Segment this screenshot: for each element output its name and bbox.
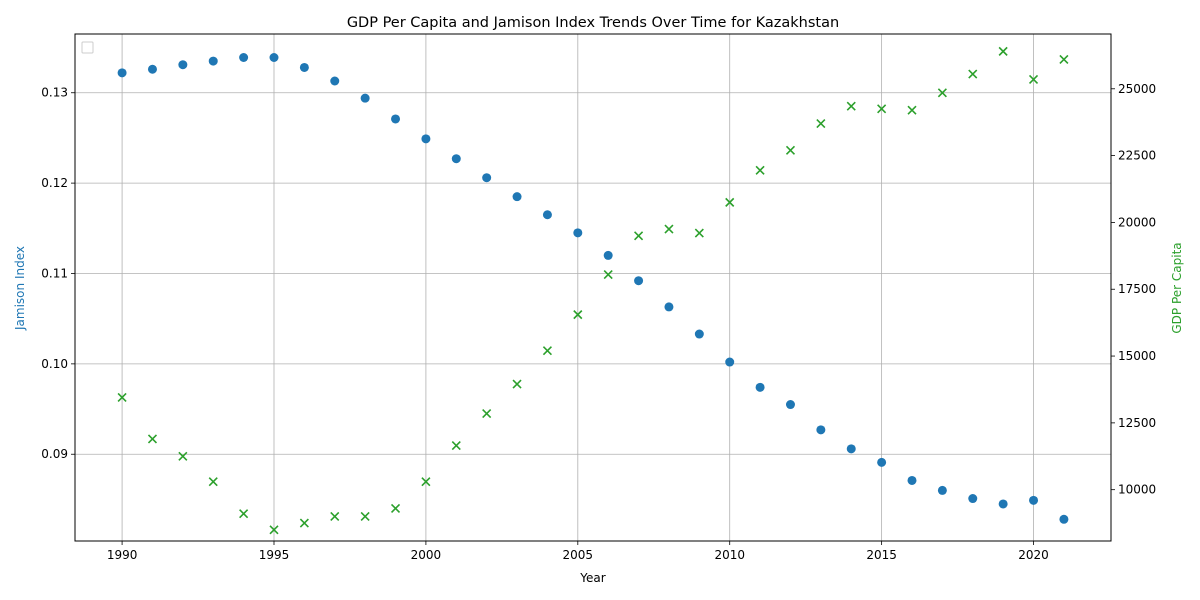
gdp-point (907, 105, 917, 115)
y-left-tick-label: 0.10 (41, 357, 68, 371)
gdp-point (1059, 54, 1069, 64)
gdp-point (117, 392, 127, 403)
gdp-point (269, 525, 279, 535)
jamison-point (755, 382, 765, 392)
y-left-axis-ticks: 0.09 0.10 0.11 0.12 0.13 (41, 86, 75, 461)
jamison-point (117, 68, 127, 78)
jamison-point (785, 400, 795, 410)
gdp-point (725, 197, 735, 207)
x-tick-label: 2010 (714, 548, 745, 562)
x-tick-label: 2015 (866, 548, 897, 562)
gdp-point (299, 518, 309, 528)
jamison-point (147, 64, 157, 74)
gdp-point (755, 165, 765, 175)
gdp-point (846, 101, 856, 111)
y-right-axis-title: GDP Per Capita (1170, 242, 1184, 333)
gdp-point (634, 231, 644, 241)
jamison-point (482, 173, 492, 183)
jamison-point (968, 494, 978, 504)
jamison-series (117, 52, 1069, 524)
plot-frame (74, 33, 1112, 542)
jamison-point (391, 114, 401, 124)
x-axis-title: Year (579, 571, 605, 585)
jamison-point (178, 60, 188, 70)
gdp-point (421, 477, 431, 487)
gdp-point (512, 379, 522, 389)
jamison-point (451, 154, 461, 164)
y-right-axis-ticks: 10000 12500 15000 17500 20000 22500 25000 (1111, 82, 1156, 497)
jamison-point (330, 76, 340, 86)
y-left-tick-label: 0.11 (41, 266, 68, 280)
gdp-point (360, 511, 370, 521)
gdp-point (694, 228, 704, 238)
y-right-tick-label: 25000 (1118, 82, 1156, 96)
jamison-point (208, 56, 218, 66)
jamison-point (603, 250, 613, 260)
y-left-tick-label: 0.12 (41, 176, 68, 190)
jamison-point (573, 228, 583, 238)
x-tick-label: 2020 (1018, 548, 1049, 562)
gdp-point (968, 69, 978, 79)
gdp-point (390, 503, 401, 513)
gdp-point (330, 511, 340, 521)
jamison-point (664, 302, 674, 312)
y-left-axis-title: Jamison Index (13, 246, 27, 331)
chart-title: GDP Per Capita and Jamison Index Trends … (347, 15, 839, 31)
x-tick-label: 1995 (259, 548, 290, 562)
x-tick-label: 1990 (107, 548, 138, 562)
jamison-point (360, 93, 370, 103)
gdp-point (208, 477, 218, 487)
gdp-point (785, 145, 796, 155)
jamison-point (937, 485, 947, 495)
gdp-point (1028, 74, 1039, 85)
gdp-point (239, 509, 249, 519)
jamison-point (816, 425, 826, 435)
jamison-point (877, 457, 887, 467)
y-right-tick-label: 20000 (1118, 215, 1156, 229)
jamison-point (512, 192, 522, 202)
gdp-point (603, 269, 613, 280)
jamison-point (1059, 514, 1069, 524)
jamison-point (694, 329, 704, 339)
jamison-point (421, 134, 431, 144)
gdp-point (178, 451, 188, 461)
y-left-tick-label: 0.13 (41, 86, 68, 100)
gdp-point (664, 224, 674, 234)
gdp-point (451, 441, 461, 451)
gdp-series (117, 46, 1069, 535)
gdp-point (482, 408, 492, 419)
y-right-tick-label: 12500 (1118, 416, 1156, 430)
x-tick-label: 2000 (411, 548, 442, 562)
grid-lines (75, 34, 1111, 541)
jamison-point (725, 357, 735, 367)
gdp-point (998, 46, 1008, 56)
jamison-point (239, 52, 249, 62)
jamison-point (1029, 495, 1039, 505)
jamison-point (846, 444, 856, 454)
jamison-point (542, 210, 552, 220)
gdp-point (816, 118, 826, 129)
gdp-point (542, 346, 552, 356)
y-right-tick-label: 22500 (1118, 149, 1156, 163)
y-right-tick-label: 10000 (1118, 483, 1156, 497)
y-right-tick-label: 15000 (1118, 349, 1156, 363)
jamison-point (634, 276, 644, 286)
jamison-point (269, 52, 279, 62)
jamison-point (998, 499, 1008, 509)
gdp-point (877, 104, 887, 114)
x-axis-ticks: 1990 1995 2000 2005 2010 2015 2020 (107, 541, 1049, 562)
jamison-point (907, 475, 917, 485)
x-tick-label: 2005 (563, 548, 594, 562)
legend-box (81, 41, 94, 54)
jamison-point (299, 62, 309, 72)
gdp-point (147, 434, 158, 444)
gdp-point (937, 88, 947, 98)
gdp-point (573, 310, 583, 320)
y-left-tick-label: 0.09 (41, 447, 68, 461)
y-right-tick-label: 17500 (1118, 282, 1156, 296)
